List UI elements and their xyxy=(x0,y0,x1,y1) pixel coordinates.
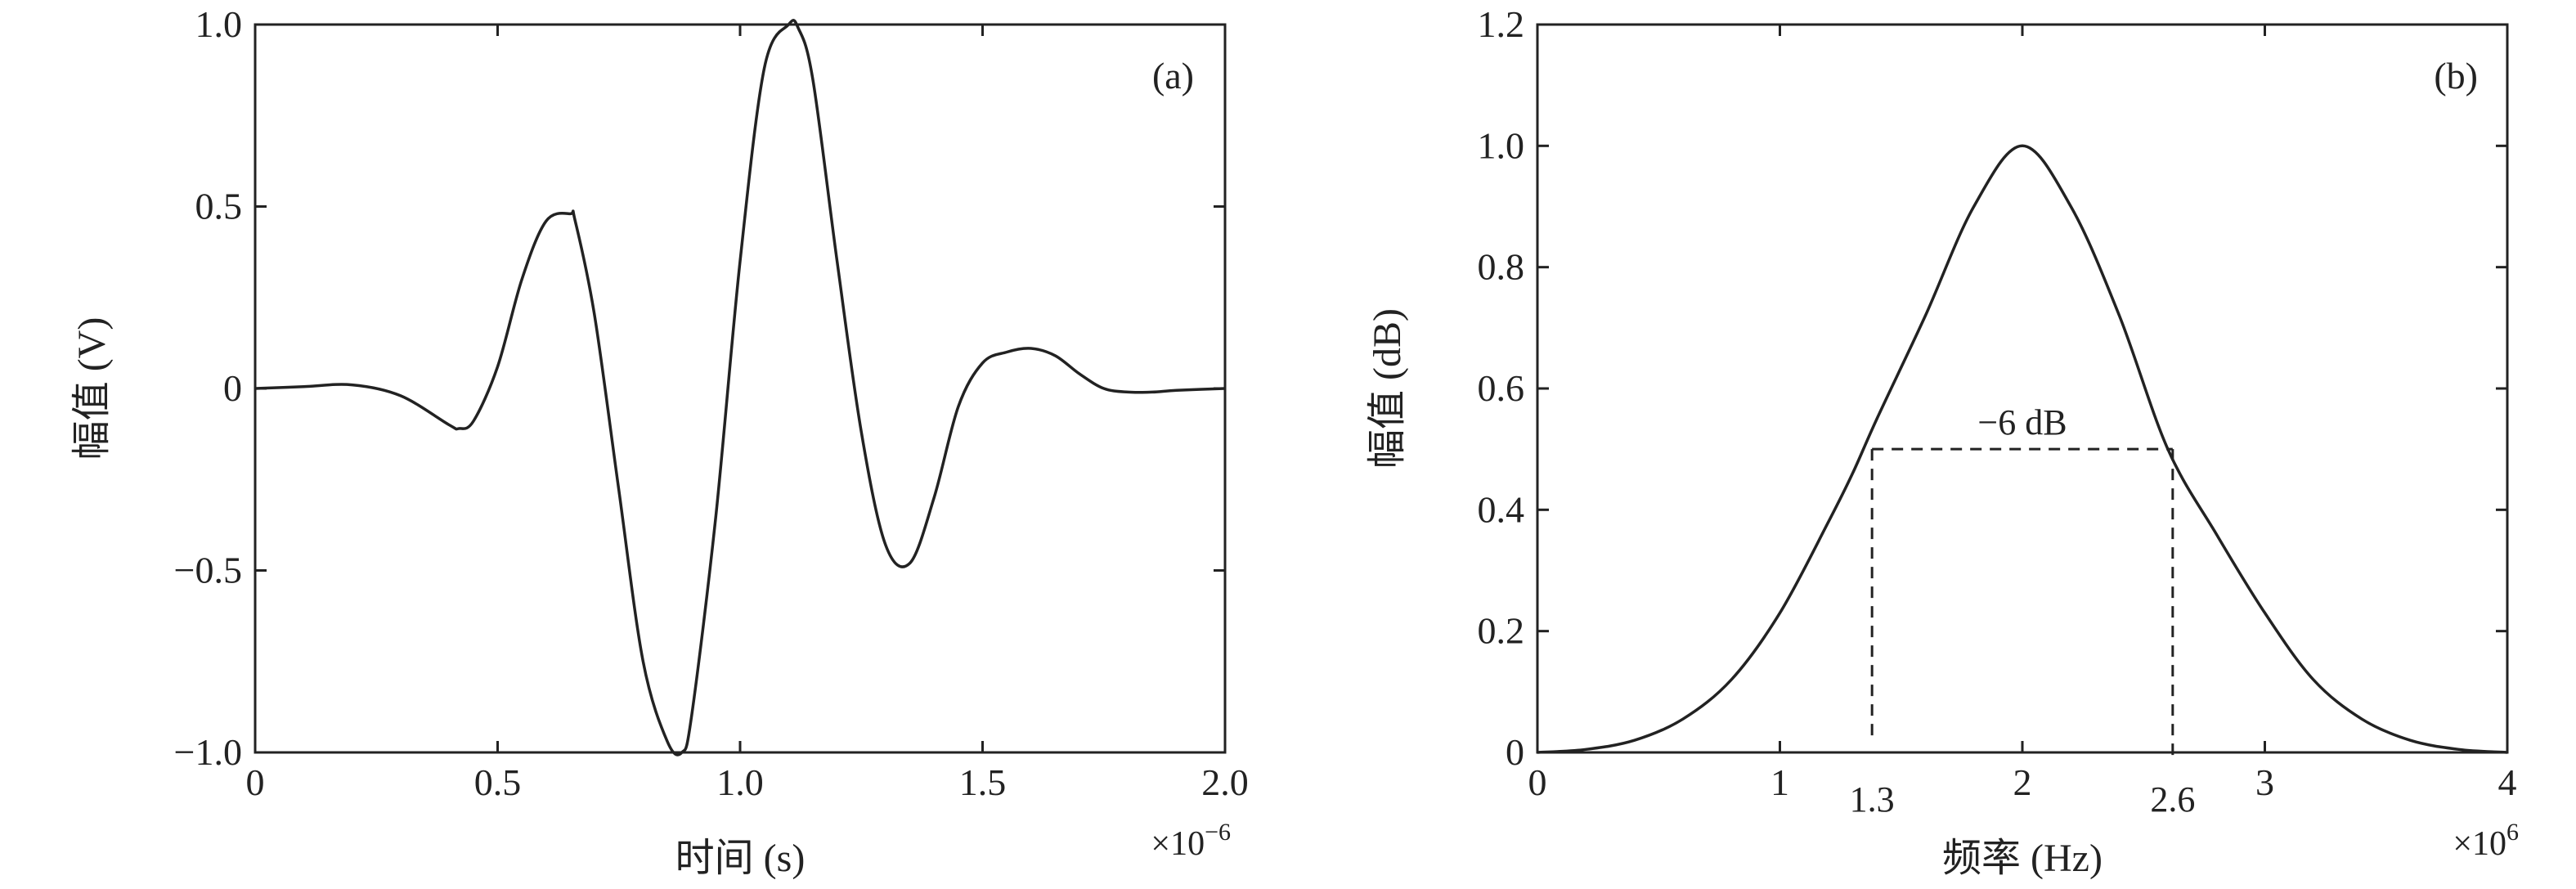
y-tick-label: 1.2 xyxy=(1478,3,1525,45)
panel-b-ticks: 0 1 2 3 4 0 0.2 0.4 0.6 0.8 1.0 1.2 xyxy=(1478,3,2517,803)
panel-a-x-multiplier: ×10−6 xyxy=(1151,819,1231,863)
x-tick-label: 0.5 xyxy=(474,761,522,803)
panel-b-multiplier-exp: 6 xyxy=(2506,819,2519,846)
panel-a-label: (a) xyxy=(1152,55,1194,97)
panel-b-multiplier-base: ×10 xyxy=(2453,825,2506,863)
panel-a-multiplier-exp: −6 xyxy=(1205,819,1231,846)
y-tick-label: 0.6 xyxy=(1478,367,1525,409)
x-tick-label: 4 xyxy=(2498,761,2517,803)
bandwidth-low-freq-label: 1.3 xyxy=(1850,779,1895,819)
panel-b-spectrum-line xyxy=(1537,144,2508,754)
x-tick-label: 2.0 xyxy=(1201,761,1249,803)
panel-a-y-axis-label: 幅值 (V) xyxy=(70,317,114,460)
panel-a-waveform-line xyxy=(254,19,1226,757)
minus-6db-label: −6 dB xyxy=(1977,402,2067,442)
panel-b-x-multiplier: ×106 xyxy=(2453,819,2519,863)
y-tick-label: 0 xyxy=(1506,731,1524,773)
bandwidth-high-freq-label: 2.6 xyxy=(2150,779,2195,819)
x-tick-label: 3 xyxy=(2255,761,2274,803)
y-tick-label: 0.2 xyxy=(1478,610,1525,652)
panel-b-bandwidth-marker: −6 dB 1.3 2.6 xyxy=(1850,402,2196,819)
y-tick-label: −1.0 xyxy=(174,731,242,773)
y-tick-label: 1.0 xyxy=(1478,124,1525,166)
panel-b-y-axis-label: 幅值 (dB) xyxy=(1366,308,1409,469)
y-tick-label: 0.5 xyxy=(195,186,243,227)
y-tick-label: 0 xyxy=(223,367,242,409)
x-tick-label: 0 xyxy=(1528,761,1547,803)
y-tick-label: 0.4 xyxy=(1478,488,1525,530)
panel-b-x-axis-label: 频率 (Hz) xyxy=(1942,837,2103,880)
panel-b-plot-frame xyxy=(1536,23,2509,754)
y-tick-label: −0.5 xyxy=(174,550,242,591)
panel-a-multiplier-base: ×10 xyxy=(1151,825,1205,863)
panel-b-label: (b) xyxy=(2434,55,2478,97)
panel-a-plot-frame xyxy=(254,23,1227,754)
y-tick-label: 0.8 xyxy=(1478,246,1525,288)
panel-a-x-axis-label: 时间 (s) xyxy=(675,837,806,880)
x-tick-label: 1.0 xyxy=(716,761,764,803)
panel-a-ticks: 0 0.5 1.0 1.5 2.0 −1.0 −0.5 0 0.5 1.0 xyxy=(174,3,1249,803)
x-tick-label: 1 xyxy=(1770,761,1789,803)
panel-b: 0 1 2 3 4 0 0.2 0.4 0.6 0.8 1.0 1.2 −6 dB 1.3 2.6 (… xyxy=(1366,3,2519,880)
x-tick-label: 1.5 xyxy=(959,761,1007,803)
y-tick-label: 1.0 xyxy=(195,3,243,45)
x-tick-label: 2 xyxy=(2013,761,2032,803)
x-tick-label: 0 xyxy=(246,761,265,803)
panel-a: 0 0.5 1.0 1.5 2.0−1.0−0.500.51.0 (a) 时间 (s) … xyxy=(70,3,1249,880)
